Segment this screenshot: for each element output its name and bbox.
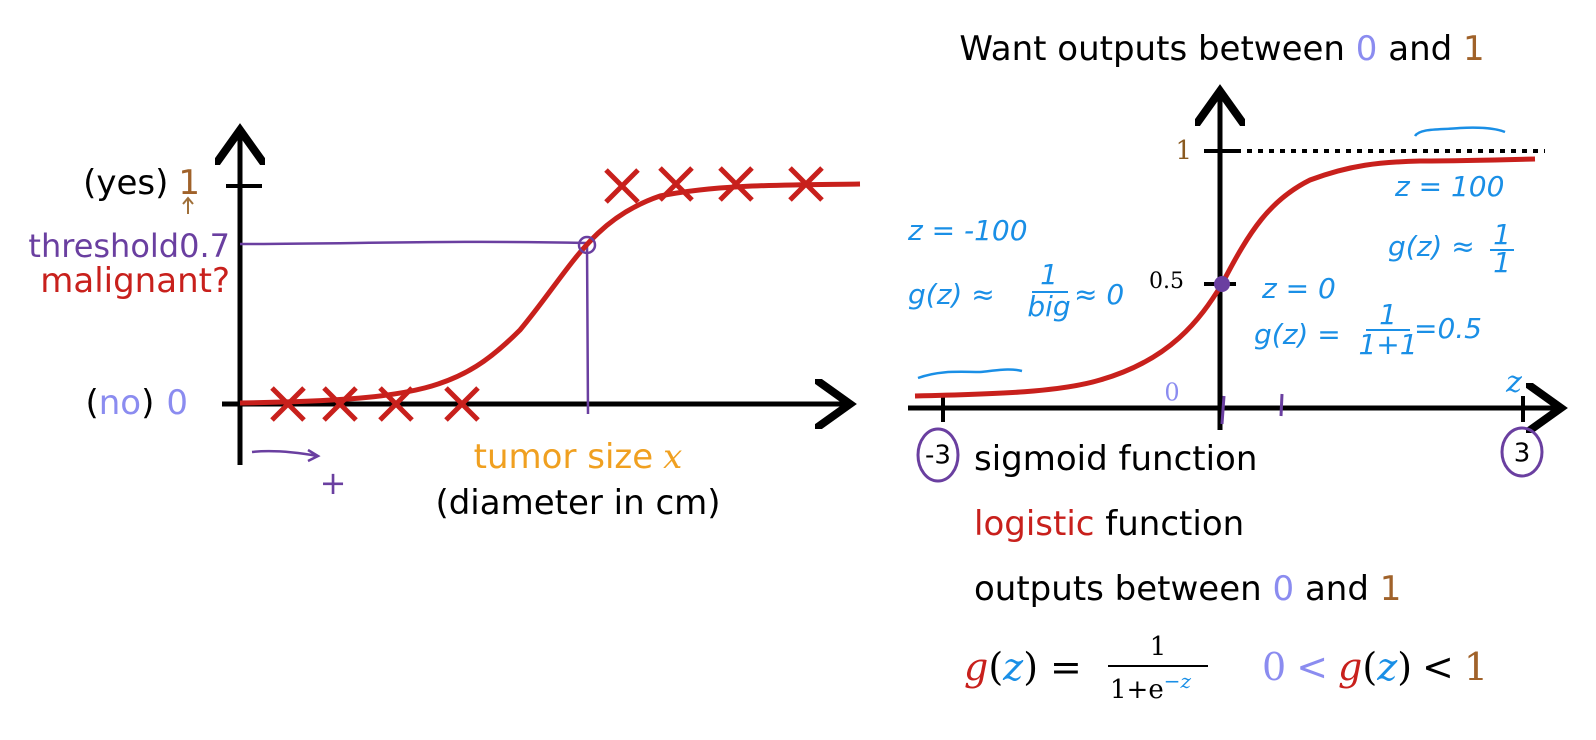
hand-plus: +: [320, 464, 347, 502]
note: g(z) ≈: [908, 278, 995, 311]
y-axis-title: malignant?: [40, 261, 230, 301]
paren: (: [1362, 645, 1377, 689]
hand-circle: [916, 427, 960, 483]
lt: <: [1422, 645, 1454, 689]
x-title-word: tumor size: [474, 437, 654, 477]
zero-label: 0: [166, 383, 188, 423]
den-exp: −z: [1164, 669, 1192, 693]
note-num: 1: [1379, 298, 1397, 331]
hand-brace: [917, 368, 1023, 380]
note-den: 1+1: [1358, 328, 1417, 361]
z: z: [1002, 645, 1024, 689]
note: =0.5: [1414, 312, 1482, 345]
x-tick-label: -3: [925, 441, 951, 471]
threshold-point: [577, 235, 597, 255]
text-part: outputs between: [974, 569, 1273, 609]
threshold-line: [239, 240, 590, 415]
x-axis-title: tumor size x: [474, 437, 683, 477]
y-bottom-label: (no) 0: [85, 383, 188, 423]
z: z: [1376, 645, 1398, 689]
formula-den: 1+e−z: [1110, 669, 1191, 705]
hand-brace: [1413, 126, 1506, 137]
note: z = 0: [1261, 272, 1336, 305]
g: g: [1338, 645, 1362, 689]
note-den: big: [1027, 290, 1070, 323]
paren: (: [988, 645, 1003, 689]
note: z = 100: [1394, 170, 1504, 203]
x-tick-label: 3: [1514, 439, 1531, 469]
zero: 0: [1262, 645, 1286, 689]
y-top-label: (yes) 1: [83, 163, 200, 203]
one: 1: [1380, 569, 1402, 609]
den-base: 1+e: [1110, 675, 1164, 705]
text-block: sigmoid function logistic function outpu…: [964, 439, 1488, 705]
g: g: [964, 645, 988, 689]
right-title: Want outputs between 0 and 1: [959, 29, 1484, 69]
range: 0 < g(z) <1: [1262, 645, 1488, 689]
midpoint: [1214, 276, 1230, 292]
x-variable: x: [663, 437, 682, 477]
formula-num: 1: [1150, 632, 1167, 662]
hand-circle: [1500, 426, 1544, 478]
paren: ): [1397, 645, 1412, 689]
threshold-label: threshold0.7: [28, 227, 230, 265]
paren: ): [141, 383, 154, 423]
note: g(z) =: [1254, 318, 1341, 351]
title-zero: 0: [1356, 29, 1378, 69]
no-label: no: [99, 383, 141, 423]
x-axis-title: z: [1505, 365, 1522, 400]
outputs-line: outputs between 0 and 1: [974, 569, 1401, 609]
function-word: function: [1094, 504, 1244, 544]
equals: =: [1050, 645, 1082, 689]
note-den: 1: [1493, 246, 1511, 279]
lt: <: [1296, 645, 1328, 689]
origin-label: 0: [1164, 379, 1179, 407]
y-tick-label: 1: [1175, 136, 1192, 166]
zero: 0: [1273, 569, 1295, 609]
left-plot: + (yes) 1 threshold0.7 malignant? (no) 0 t…: [28, 135, 861, 523]
threshold-value: 0.7: [179, 227, 230, 265]
logistic-line: logistic function: [974, 504, 1244, 544]
right-plot: Want outputs between 0 and 1 1 0.5 0 z -…: [907, 29, 1556, 483]
note-num: 1: [1493, 218, 1511, 251]
note: g(z) ≈: [1388, 230, 1475, 263]
formula-lhs: g(z) =: [964, 645, 1082, 689]
title-one: 1: [1463, 29, 1485, 69]
hand-ticks: [1220, 393, 1284, 425]
note: ≈ 0: [1074, 278, 1124, 311]
sigmoid-curve: [914, 156, 1536, 399]
small-arrow: [182, 196, 194, 214]
title-part: and: [1377, 29, 1463, 69]
paren: (: [85, 383, 98, 423]
paren: ): [1023, 645, 1038, 689]
data-crosses: [270, 166, 824, 422]
sigmoid-line: sigmoid function: [974, 439, 1257, 479]
hand-arrow: [251, 448, 321, 463]
title-part: Want outputs between: [959, 29, 1355, 69]
y-tick-label: 0.5: [1149, 269, 1184, 294]
one-label: 1: [178, 163, 200, 203]
one: 1: [1464, 645, 1488, 689]
note-num: 1: [1040, 258, 1058, 291]
x-axis-subtitle: (diameter in cm): [435, 483, 720, 523]
sigmoid-curve: [239, 181, 861, 406]
yes-label: (yes): [83, 163, 168, 203]
note: z = -100: [907, 214, 1028, 247]
logistic-word: logistic: [974, 504, 1094, 544]
threshold-word: threshold: [28, 227, 179, 265]
text-part: and: [1294, 569, 1380, 609]
